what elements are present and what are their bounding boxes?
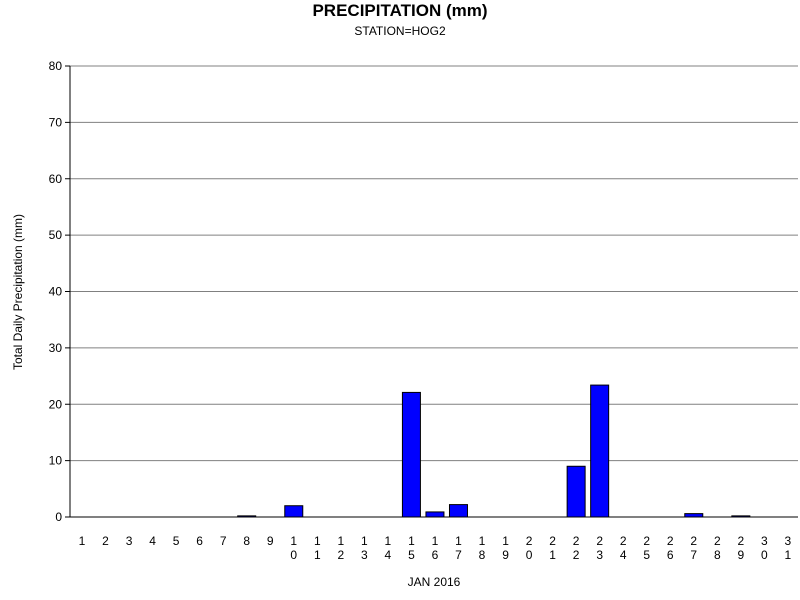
x-tick-label: 4 xyxy=(149,534,156,548)
chart-subtitle: STATION=HOG2 xyxy=(354,24,446,38)
x-tick-label: 1 xyxy=(79,534,86,548)
y-tick-label: 50 xyxy=(49,228,63,242)
bar-jan-10 xyxy=(284,505,304,518)
x-tick-label: 7 xyxy=(220,534,227,548)
x-ticks: 1 2 3 4 5 6 7 8 9 1 01 11 21 31 41 51 61 71 81 92 02 12 22 32 42… xyxy=(79,534,792,562)
y-tick-label: 30 xyxy=(49,341,63,355)
x-axis-label: JAN 2016 xyxy=(408,575,461,589)
bars xyxy=(237,384,751,518)
x-tick-label: 6 xyxy=(196,534,203,548)
bar-jan-16 xyxy=(425,511,445,518)
x-tick-label: 8 xyxy=(243,534,250,548)
bar-jan-15 xyxy=(401,391,421,518)
x-tick-label: 2 xyxy=(102,534,109,548)
y-tick-label: 60 xyxy=(49,172,63,186)
gridlines xyxy=(70,65,798,462)
bar-jan-22 xyxy=(566,465,586,518)
bar-jan-17 xyxy=(448,504,468,518)
y-ticks: 0 10 20 30 40 50 60 70 80 xyxy=(49,59,70,524)
y-tick-label: 10 xyxy=(49,454,63,468)
x-tick-label: 3 xyxy=(126,534,133,548)
y-axis-label: Total Daily Precipitation (mm) xyxy=(11,214,25,370)
bar-jan-27 xyxy=(684,513,704,518)
y-tick-label: 70 xyxy=(49,115,63,129)
y-tick-label: 40 xyxy=(49,285,63,299)
y-tick-label: 0 xyxy=(55,510,62,524)
x-tick-label: 9 xyxy=(267,534,274,548)
y-tick-label: 80 xyxy=(49,59,63,73)
x-tick-label: 5 xyxy=(173,534,180,548)
bar-jan-23 xyxy=(590,384,610,518)
chart-title: PRECIPITATION (mm) xyxy=(312,1,488,20)
y-tick-label: 20 xyxy=(49,397,63,411)
